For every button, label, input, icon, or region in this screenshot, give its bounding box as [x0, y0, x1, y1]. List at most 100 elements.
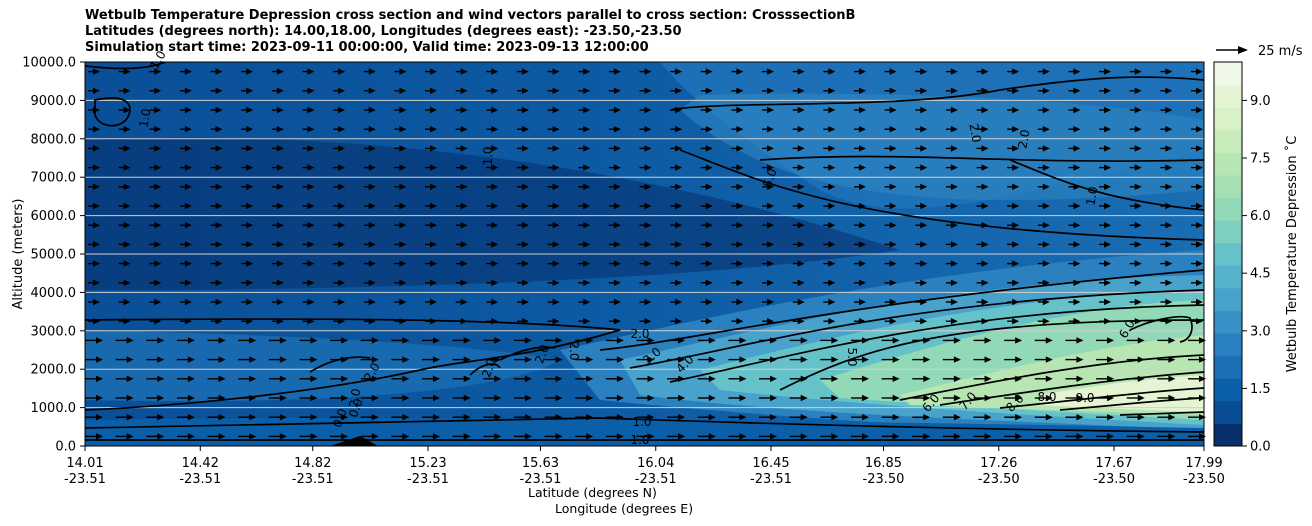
wind-vector [670, 68, 683, 75]
colorbar-segment [1214, 333, 1242, 357]
wind-vector [1191, 87, 1203, 94]
wind-vector [455, 260, 468, 267]
wind-vector [149, 279, 162, 286]
wind-vector [792, 106, 805, 114]
wind-vector [85, 356, 103, 363]
wind-vector [1096, 433, 1115, 440]
wind-vector [578, 183, 591, 190]
wind-vector [1160, 183, 1173, 190]
wind-vector [1191, 260, 1203, 267]
wind-vector [823, 222, 836, 229]
wind-vector [700, 222, 713, 229]
contour-label: 2.0 [630, 327, 649, 341]
colorbar-segment [1214, 355, 1242, 379]
wind-vector [1188, 433, 1206, 440]
wind-vector [118, 222, 131, 229]
wind-vector [792, 202, 805, 210]
wind-vector [608, 106, 621, 114]
wind-vector [850, 433, 869, 440]
wind-vector [422, 394, 441, 402]
wind-vector [299, 414, 318, 421]
wind-vector [394, 279, 407, 286]
wind-vector [268, 394, 287, 402]
colorbar-segment [1214, 378, 1242, 402]
wind-vector [1007, 222, 1020, 229]
wind-vector [915, 260, 928, 267]
wind-vector [697, 337, 716, 344]
wind-vector [639, 298, 652, 306]
wind-vector [853, 87, 866, 94]
wind-vector [425, 241, 438, 248]
wind-vector [853, 298, 866, 306]
wind-vector [455, 164, 468, 171]
wind-vector [330, 433, 349, 440]
wind-vector [115, 414, 134, 421]
wind-vector [912, 433, 931, 440]
wind-vector [360, 356, 379, 363]
wind-vector [363, 126, 376, 133]
wind-vector [547, 202, 560, 210]
wind-vector [149, 222, 162, 229]
wind-vector [976, 164, 989, 171]
wind-vector [302, 145, 315, 152]
wind-vector [425, 298, 438, 306]
wind-vector [516, 279, 529, 286]
wind-vector [394, 164, 407, 171]
wind-vector [976, 260, 989, 267]
wind-vector [422, 375, 441, 382]
wind-vector [271, 298, 284, 306]
wind-vector [945, 298, 958, 306]
colorbar-segment [1214, 197, 1242, 221]
wind-vector [1188, 375, 1206, 382]
wind-vector [1007, 241, 1020, 248]
wind-vector [547, 68, 560, 75]
wind-vector [238, 414, 257, 421]
wind-vector [115, 356, 134, 363]
wind-vector [547, 183, 560, 190]
wind-vector [88, 202, 100, 210]
wind-vector [731, 318, 744, 325]
wind-vector [853, 260, 866, 267]
wind-vector [85, 337, 103, 344]
wind-vector [302, 87, 315, 94]
colorbar-tick-label: 7.5 [1250, 152, 1271, 167]
wind-vector [363, 106, 376, 114]
wind-vector [853, 318, 866, 325]
wind-vector [942, 356, 961, 363]
x-tick-label-lat: 15.63 [522, 456, 559, 471]
wind-vector [1068, 260, 1081, 267]
wind-vector [1160, 222, 1173, 229]
wind-vector [425, 126, 438, 133]
wind-vector [636, 356, 655, 363]
wind-vector [210, 260, 223, 267]
wind-vector [578, 318, 591, 325]
wind-vector [820, 356, 839, 363]
wind-vector [1099, 279, 1112, 286]
wind-vector [1191, 222, 1203, 229]
contour-label: 0.0 [330, 407, 350, 430]
wind-vector [667, 375, 686, 382]
wind-vector [823, 298, 836, 306]
wind-vector [731, 126, 744, 133]
wind-vector [483, 337, 502, 344]
wind-vector [762, 260, 775, 267]
wind-vector [271, 318, 284, 325]
contour-label: 0.0 [346, 397, 366, 420]
wind-vector [578, 298, 591, 306]
wind-vector [823, 241, 836, 248]
wind-vector [149, 68, 162, 75]
wind-vector [330, 356, 349, 363]
wind-vector [210, 318, 223, 325]
wind-vector [486, 222, 499, 229]
wind-vector [88, 298, 100, 306]
wind-vector [608, 298, 621, 306]
wind-vector [884, 298, 897, 306]
wind-vector [394, 222, 407, 229]
wind-vector [422, 356, 441, 363]
wind-vector [88, 68, 100, 75]
x-tick-label-lon: -23.51 [64, 472, 106, 487]
wind-vector [608, 183, 621, 190]
wind-vector [700, 298, 713, 306]
wind-vector [792, 183, 805, 190]
wind-vector [394, 106, 407, 114]
